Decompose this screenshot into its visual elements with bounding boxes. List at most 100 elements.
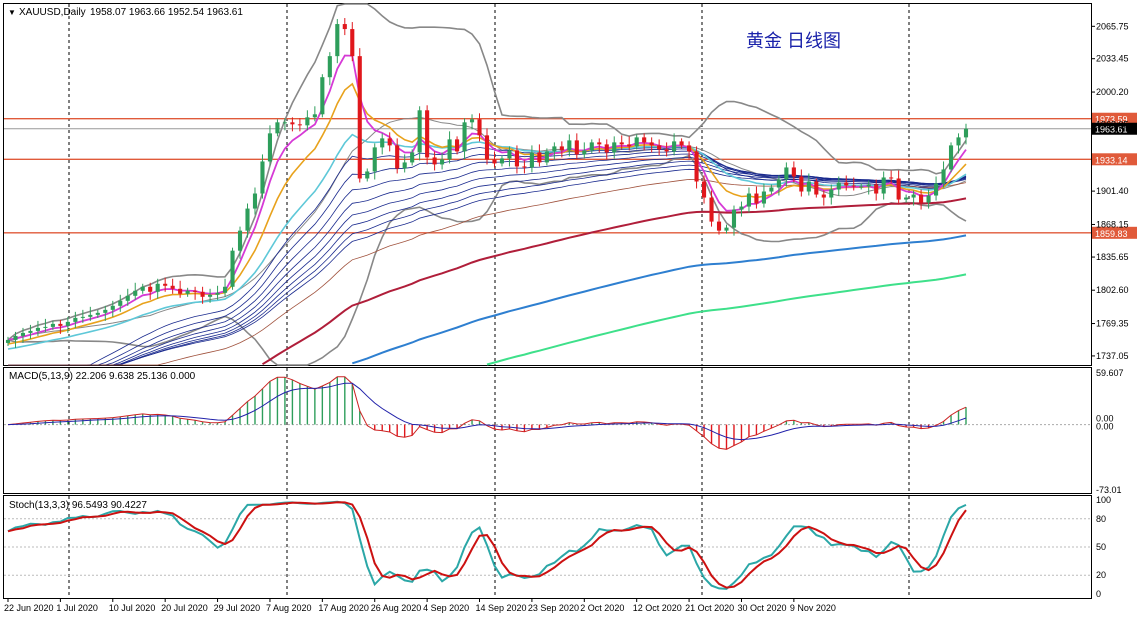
candle-82	[619, 135, 624, 150]
candlesticks	[5, 18, 969, 348]
candle-67	[507, 146, 512, 167]
candle-body-86	[649, 142, 654, 146]
ohlc-readout: 1958.07 1963.66 1952.54 1963.61	[90, 7, 243, 18]
candle-63	[477, 113, 482, 142]
candle-114	[859, 183, 864, 190]
candle-128	[963, 123, 969, 145]
candle-body-71	[537, 152, 542, 163]
candle-body-123	[926, 195, 931, 203]
candle-body-128	[963, 128, 969, 138]
candle-body-51	[387, 138, 392, 146]
candle-body-42	[320, 77, 325, 115]
ema-100-line	[261, 197, 967, 366]
candle-body-25	[193, 290, 198, 292]
candle-73	[552, 142, 557, 160]
x-tick-15: 9 Nov 2020	[790, 603, 836, 613]
candle-88	[664, 142, 669, 157]
candle-27	[208, 288, 213, 303]
candle-body-102	[769, 187, 774, 192]
price-tick-1: 2033.45	[1096, 54, 1129, 64]
triangle-marker: ▼	[8, 8, 16, 17]
candle-126	[948, 142, 954, 173]
candle-36	[275, 119, 280, 137]
candle-body-79	[597, 142, 602, 145]
candle-body-63	[477, 119, 482, 136]
candle-71	[537, 144, 542, 167]
candle-81	[612, 136, 617, 159]
x-tick-14: 30 Oct 2020	[737, 603, 786, 613]
candle-body-38	[290, 122, 295, 125]
stoch-tick-2: 50	[1096, 542, 1106, 552]
level-label-box-0	[1092, 112, 1137, 125]
candle-body-56	[425, 110, 430, 158]
candle-92	[694, 146, 699, 189]
candle-body-39	[297, 124, 302, 126]
candle-59	[447, 131, 452, 164]
candle-body-92	[694, 151, 699, 182]
level-label-box-2	[1092, 226, 1137, 239]
candle-body-73	[552, 146, 557, 152]
candle-8	[65, 316, 70, 333]
candle-30	[230, 247, 235, 290]
candle-77	[582, 142, 587, 159]
price-tick-10: 1737.05	[1096, 351, 1129, 361]
candle-body-60	[455, 139, 460, 152]
candle-13	[103, 305, 108, 321]
x-tick-6: 17 Aug 2020	[318, 603, 369, 613]
candle-74	[559, 141, 564, 158]
candle-110	[829, 184, 834, 205]
candle-87	[657, 139, 662, 156]
candle-16	[125, 288, 130, 306]
candle-31	[237, 226, 243, 259]
candle-19	[148, 282, 153, 300]
candle-body-58	[440, 159, 445, 165]
candle-9	[73, 311, 78, 328]
candle-39	[297, 118, 302, 132]
candle-2	[20, 327, 26, 343]
candle-body-15	[118, 300, 123, 306]
candle-86	[649, 137, 654, 153]
stoch-tick-1: 80	[1096, 514, 1106, 524]
candle-5	[43, 318, 48, 332]
candle-56	[425, 105, 430, 165]
candle-25	[193, 286, 198, 300]
current-price-box	[1092, 122, 1137, 135]
candle-body-77	[582, 150, 587, 155]
candle-body-80	[604, 144, 609, 153]
candle-body-78	[589, 142, 594, 151]
x-tick-4: 29 Jul 2020	[214, 603, 261, 613]
candle-body-22	[170, 285, 175, 289]
bb-upper	[7, 3, 967, 341]
candle-body-47	[357, 56, 362, 179]
candle-24	[185, 287, 190, 297]
candle-body-97	[731, 209, 737, 228]
candle-body-100	[754, 193, 759, 204]
candle-120	[904, 194, 909, 203]
candle-46	[350, 22, 355, 62]
candle-body-49	[372, 147, 377, 172]
candle-117	[881, 171, 886, 200]
candle-body-23	[178, 288, 183, 294]
candle-49	[372, 143, 377, 180]
candle-69	[522, 160, 527, 174]
candle-34	[260, 154, 265, 199]
macd-tick-3: -73.01	[1096, 485, 1122, 495]
candle-body-14	[110, 305, 115, 310]
candle-35	[267, 125, 273, 166]
candle-60	[455, 136, 460, 155]
candle-103	[776, 175, 781, 196]
candle-body-82	[619, 142, 624, 145]
candle-body-31	[237, 230, 243, 251]
candle-11	[88, 306, 93, 321]
candle-body-45	[342, 24, 347, 30]
candle-body-70	[529, 152, 534, 168]
candle-body-91	[687, 145, 692, 152]
candle-105	[791, 161, 796, 183]
candle-76	[574, 133, 579, 160]
candle-106	[799, 169, 804, 197]
candle-83	[627, 136, 632, 151]
candle-body-88	[664, 149, 669, 152]
candle-44	[335, 19, 340, 64]
candle-102	[769, 184, 774, 195]
candle-body-111	[836, 182, 841, 190]
